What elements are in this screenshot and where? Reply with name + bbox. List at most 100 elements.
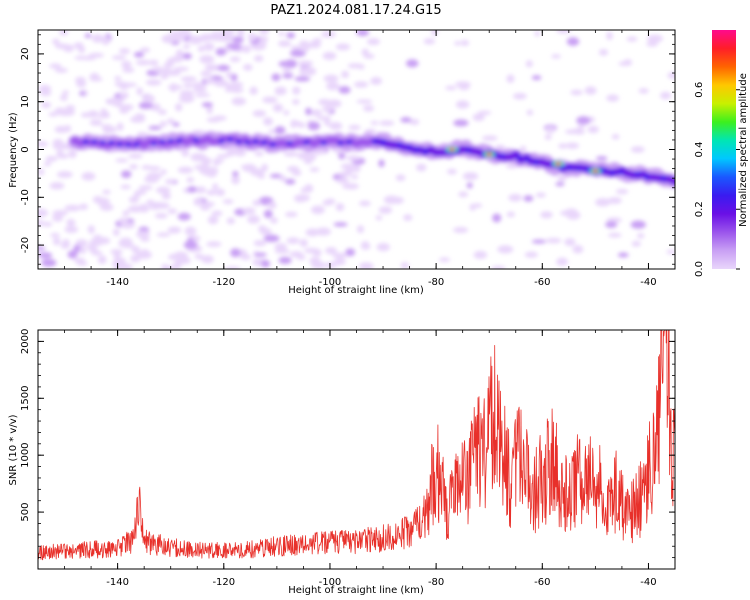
- noise-blob: [329, 122, 343, 130]
- noise-blob: [535, 192, 546, 198]
- spectrogram-field: [38, 30, 675, 269]
- noise-blob: [62, 90, 70, 95]
- noise-blob: [54, 67, 68, 73]
- noise-blob: [120, 184, 131, 190]
- noise-blob: [217, 64, 230, 72]
- noise-blob: [204, 64, 220, 72]
- ridge-core: [498, 153, 505, 158]
- noise-blob: [358, 262, 374, 269]
- noise-blob: [38, 84, 52, 94]
- snr-x-tick-label: -60: [534, 577, 550, 588]
- noise-blob: [191, 82, 207, 89]
- noise-blob: [667, 72, 675, 79]
- noise-blob: [565, 142, 580, 149]
- ridge-core: [532, 160, 539, 165]
- noise-blob: [201, 255, 214, 264]
- ridge-core: [422, 148, 429, 154]
- noise-blob: [110, 249, 123, 255]
- hotspot-core: [486, 152, 493, 156]
- ridge-core: [235, 139, 242, 144]
- noise-blob: [252, 199, 262, 206]
- noise-blob: [460, 39, 470, 47]
- noise-blob: [512, 92, 527, 100]
- noise-blob: [556, 30, 571, 34]
- noise-blob: [240, 254, 252, 260]
- colorbar-tick-label: 0.2: [694, 201, 705, 217]
- ridge-core: [337, 140, 344, 146]
- noise-blob: [611, 134, 620, 140]
- noise-blob: [212, 183, 219, 191]
- noise-blob: [291, 169, 302, 176]
- noise-blob: [225, 83, 239, 90]
- noise-blob: [173, 66, 189, 72]
- noise-blob: [41, 258, 57, 267]
- colorbar-tick-label: 0.0: [694, 261, 705, 277]
- noise-blob: [376, 242, 390, 252]
- noise-blob: [646, 41, 659, 47]
- noise-blob: [462, 172, 479, 181]
- noise-blob: [455, 100, 470, 109]
- noise-blob: [213, 79, 229, 87]
- noise-blob: [304, 247, 320, 254]
- noise-blob: [379, 120, 395, 126]
- noise-blob: [491, 265, 506, 269]
- noise-blob: [146, 199, 155, 206]
- noise-blob: [43, 161, 52, 167]
- noise-blob: [506, 211, 516, 218]
- noise-blob: [469, 203, 476, 211]
- noise-blob: [584, 86, 597, 95]
- noise-blob: [258, 225, 267, 233]
- ridge-core: [524, 157, 531, 162]
- noise-blob: [158, 109, 167, 115]
- spectrogram-x-tick-label: -40: [640, 277, 656, 288]
- noise-blob: [206, 105, 213, 115]
- noise-blob: [305, 228, 320, 237]
- noise-blob: [89, 72, 100, 82]
- noise-blob: [212, 115, 227, 121]
- noise-blob: [523, 195, 534, 202]
- noise-blob: [88, 52, 105, 58]
- noise-blob: [215, 158, 224, 164]
- noise-blob: [299, 67, 308, 76]
- ridge-core: [634, 170, 641, 176]
- noise-blob: [335, 43, 351, 51]
- noise-blob: [289, 251, 304, 258]
- noise-blob: [322, 51, 337, 60]
- noise-blob: [206, 189, 217, 196]
- ridge-core: [82, 139, 89, 144]
- snr-y-tick-label: 2000: [20, 329, 31, 354]
- noise-blob: [134, 113, 145, 120]
- noise-blob: [305, 107, 312, 116]
- noise-blob: [310, 205, 325, 215]
- noise-blob: [68, 149, 77, 159]
- ridge-core: [167, 138, 174, 143]
- snr-y-tick-label: 500: [20, 503, 31, 522]
- noise-blob: [326, 99, 342, 108]
- noise-blob: [91, 33, 104, 43]
- noise-blob: [122, 210, 130, 217]
- noise-blob: [121, 60, 132, 69]
- noise-blob: [89, 119, 103, 126]
- noise-blob: [572, 245, 584, 254]
- noise-blob: [210, 31, 223, 39]
- noise-blob: [445, 85, 457, 91]
- ridge-core: [558, 165, 565, 171]
- noise-blob: [378, 159, 385, 168]
- noise-blob: [565, 129, 579, 135]
- noise-blob: [56, 171, 73, 179]
- noise-blob: [175, 103, 183, 112]
- noise-blob: [531, 239, 547, 244]
- ridge-core: [193, 137, 200, 143]
- noise-blob: [494, 144, 506, 149]
- noise-blob: [127, 205, 144, 213]
- noise-blob: [423, 38, 436, 45]
- colorbar-label: Normalized spectral amplitude: [738, 73, 749, 227]
- noise-blob: [195, 186, 207, 194]
- ridge-core: [261, 140, 268, 145]
- noise-blob: [157, 67, 172, 73]
- noise-blob: [52, 209, 69, 216]
- ridge-core: [583, 167, 590, 173]
- noise-blob: [271, 73, 281, 82]
- noise-blob: [348, 124, 361, 131]
- noise-blob: [284, 211, 298, 217]
